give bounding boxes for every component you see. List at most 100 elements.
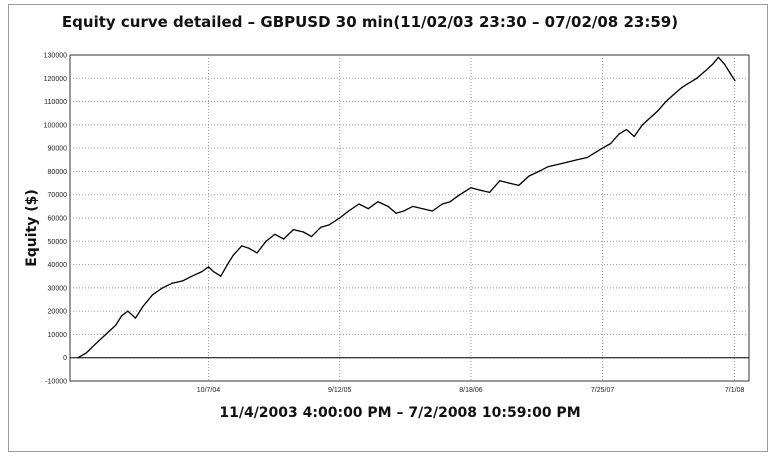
x-tick-label: 10/7/04 — [197, 387, 220, 394]
equity-data-point — [538, 170, 540, 173]
y-tick-label: 80000 — [48, 169, 68, 176]
equity-data-point — [127, 310, 129, 312]
equity-data-point — [347, 210, 350, 212]
equity-data-point — [688, 82, 690, 84]
equity-data-point — [121, 315, 123, 317]
equity-data-point — [161, 287, 164, 289]
equity-data-point — [403, 210, 405, 212]
equity-data-point — [479, 189, 481, 191]
equity-data-point — [241, 245, 243, 247]
equity-data-point — [387, 205, 389, 207]
x-tick-label: 8/18/06 — [459, 387, 482, 394]
equity-data-point — [681, 87, 683, 89]
equity-data-point — [274, 233, 276, 235]
equity-data-point — [576, 159, 578, 161]
equity-data-point — [292, 229, 294, 231]
equity-data-point — [625, 128, 628, 131]
equity-data-point — [618, 133, 620, 135]
equity-data-point — [412, 205, 414, 207]
equity-data-point — [508, 182, 510, 184]
y-tick-label: 130000 — [44, 53, 67, 60]
y-tick-label: 60000 — [48, 216, 68, 223]
equity-data-point — [201, 270, 203, 273]
y-tick-label: -10000 — [45, 379, 67, 386]
equity-data-point — [248, 247, 250, 249]
y-tick-label: 10000 — [48, 332, 68, 339]
y-tick-label: 70000 — [48, 192, 68, 199]
equity-data-point — [499, 180, 501, 182]
y-tick-label: 20000 — [48, 309, 68, 316]
equity-data-point — [422, 208, 424, 210]
equity-data-point — [320, 226, 322, 228]
y-tick-label: 100000 — [44, 122, 67, 129]
x-axis-title: 11/4/2003 4:00:00 PM – 7/2/2008 10:59:00… — [219, 405, 581, 421]
equity-data-point — [601, 147, 604, 149]
equity-data-point — [207, 266, 210, 268]
equity-data-point — [586, 156, 588, 159]
equity-data-point — [85, 352, 87, 354]
equity-data-point — [518, 184, 520, 186]
equity-data-point — [191, 275, 193, 277]
equity-data-point — [441, 203, 443, 205]
equity-data-point — [734, 80, 736, 82]
equity-data-point — [528, 175, 530, 177]
equity-data-point — [431, 210, 433, 212]
x-tick-label: 9/12/05 — [328, 387, 351, 394]
equity-data-point — [95, 343, 97, 345]
equity-data-point — [696, 77, 698, 79]
y-tick-label: 40000 — [48, 262, 68, 269]
equity-data-point — [717, 56, 720, 58]
equity-data-point — [594, 152, 596, 154]
equity-series-line — [77, 56, 736, 359]
equity-data-point — [220, 275, 222, 277]
equity-data-point — [547, 166, 549, 168]
equity-data-point — [105, 333, 107, 336]
y-tick-label: 90000 — [48, 146, 68, 153]
equity-data-point — [77, 357, 79, 359]
equity-data-point — [212, 270, 215, 273]
equity-data-point — [367, 208, 369, 210]
equity-data-point — [142, 305, 144, 308]
y-tick-label: 50000 — [48, 239, 68, 246]
equity-data-point — [566, 161, 569, 163]
x-tick-label: 7/25/07 — [591, 387, 614, 394]
equity-data-point — [256, 252, 258, 254]
equity-data-point — [673, 93, 675, 96]
equity-data-point — [151, 294, 154, 296]
equity-data-point — [339, 217, 341, 219]
equity-data-point — [665, 100, 667, 103]
equity-data-point — [723, 63, 726, 65]
equity-data-point — [358, 203, 360, 205]
equity-data-point — [470, 187, 472, 189]
equity-data-point — [657, 110, 659, 112]
equity-data-point — [610, 142, 612, 145]
equity-data-point — [226, 263, 228, 266]
equity-data-point — [115, 324, 117, 326]
y-tick-label: 0 — [63, 355, 67, 362]
equity-data-point — [310, 236, 313, 238]
equity-data-point — [459, 194, 461, 196]
equity-data-point — [377, 201, 379, 203]
equity-data-point — [283, 238, 285, 240]
equity-data-point — [704, 70, 706, 72]
equity-data-point — [182, 280, 184, 282]
y-tick-label: 120000 — [44, 76, 67, 83]
equity-data-point — [171, 282, 173, 284]
equity-data-point — [633, 135, 635, 138]
equity-data-point — [449, 201, 451, 203]
equity-data-point — [328, 224, 330, 226]
x-tick-labels: 10/7/04 9/12/05 8/18/06 7/25/07 7/1/08 — [197, 387, 745, 394]
equity-data-point — [302, 231, 305, 233]
equity-data-point — [395, 212, 397, 214]
equity-data-point — [557, 163, 559, 166]
equity-data-point — [488, 191, 491, 193]
equity-data-point — [265, 240, 267, 242]
y-tick-label: 110000 — [44, 99, 67, 106]
equity-data-point — [712, 63, 714, 65]
equity-data-point — [729, 73, 731, 75]
y-tick-labels: -10000 0 10000 20000 30000 40000 50000 60000 700… — [44, 53, 67, 386]
equity-data-point — [232, 254, 234, 256]
x-tick-label: 7/1/08 — [725, 387, 745, 394]
equity-data-point — [641, 124, 643, 126]
